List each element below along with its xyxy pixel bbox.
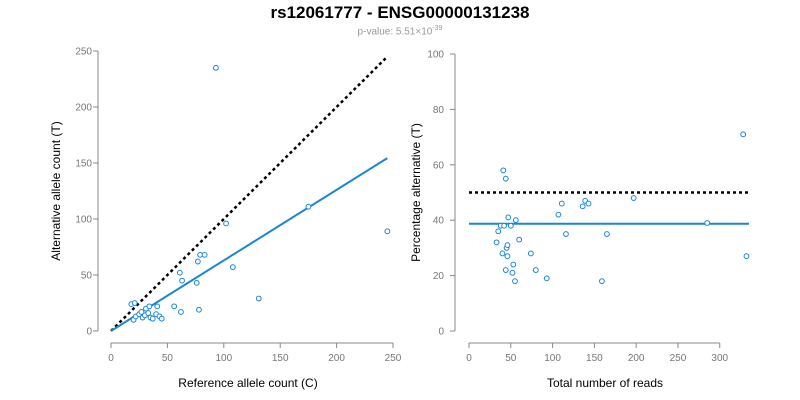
x-tick-label: 100 bbox=[544, 353, 561, 364]
data-point bbox=[499, 250, 506, 257]
x-tick-label: 200 bbox=[328, 353, 345, 364]
data-point bbox=[740, 131, 747, 138]
reference-line bbox=[110, 55, 389, 332]
data-point bbox=[146, 303, 153, 310]
data-point bbox=[504, 242, 511, 249]
data-point bbox=[598, 278, 605, 285]
data-point bbox=[502, 267, 509, 273]
x-tick-label: 200 bbox=[628, 353, 645, 364]
data-point bbox=[532, 267, 539, 273]
data-point bbox=[512, 278, 518, 285]
data-point bbox=[604, 231, 610, 237]
x-axis-title: Total number of reads bbox=[547, 376, 663, 390]
fit-line bbox=[110, 157, 388, 332]
data-point bbox=[255, 295, 262, 302]
data-point bbox=[579, 203, 586, 210]
y-tick-label: 20 bbox=[433, 271, 445, 282]
data-point bbox=[138, 309, 145, 315]
data-point bbox=[495, 228, 502, 235]
data-point bbox=[493, 239, 500, 246]
data-point bbox=[179, 277, 185, 284]
x-tick-label: 300 bbox=[711, 353, 728, 364]
data-point bbox=[176, 269, 183, 276]
data-point bbox=[743, 253, 750, 260]
data-point bbox=[512, 217, 519, 224]
data-point bbox=[516, 236, 523, 243]
data-point bbox=[501, 222, 508, 229]
y-tick-label: 80 bbox=[433, 105, 445, 116]
x-tick-label: 150 bbox=[272, 353, 289, 364]
p-value-text: p-value: 5.51×10 bbox=[357, 26, 433, 38]
y-tick-label: 50 bbox=[81, 271, 93, 282]
x-tick-label: 50 bbox=[505, 353, 517, 364]
data-point bbox=[704, 220, 711, 226]
percentage-panel: 0 50 100 150 200 250 300 0 20 40 60 80 100 Total numb… bbox=[409, 50, 750, 390]
data-point bbox=[384, 228, 391, 235]
data-point bbox=[558, 200, 565, 207]
data-point bbox=[504, 253, 511, 260]
data-point bbox=[194, 258, 201, 265]
data-point bbox=[223, 220, 229, 227]
y-tick-label: 40 bbox=[433, 216, 445, 227]
data-point bbox=[196, 306, 202, 313]
x-tick-label: 100 bbox=[215, 353, 232, 364]
data-point bbox=[502, 175, 509, 182]
x-tick-label: 150 bbox=[586, 353, 603, 364]
data-point bbox=[229, 264, 236, 271]
data-point bbox=[563, 231, 569, 237]
data-point bbox=[527, 250, 534, 257]
data-point bbox=[201, 251, 208, 258]
y-tick-label: 250 bbox=[75, 47, 92, 58]
x-axis-title: Reference allele count (C) bbox=[178, 376, 317, 390]
y-axis-title: Percentage alternative (T) bbox=[409, 123, 423, 262]
data-point bbox=[505, 214, 512, 221]
data-point bbox=[154, 303, 161, 310]
data-point bbox=[171, 303, 178, 310]
data-point bbox=[585, 200, 592, 207]
data-point bbox=[507, 222, 514, 229]
p-value-exponent: -39 bbox=[432, 25, 443, 32]
y-tick-label: 0 bbox=[86, 327, 92, 338]
data-point bbox=[213, 64, 219, 71]
y-tick-label: 150 bbox=[75, 159, 92, 170]
data-point bbox=[178, 309, 184, 315]
x-tick-label: 0 bbox=[108, 353, 114, 364]
x-tick-label: 250 bbox=[385, 353, 402, 364]
x-tick-label: 250 bbox=[670, 353, 687, 364]
x-tick-label: 50 bbox=[162, 353, 174, 364]
data-point bbox=[305, 203, 312, 210]
data-point bbox=[131, 300, 138, 306]
y-tick-label: 200 bbox=[75, 103, 92, 114]
data-point bbox=[193, 279, 200, 286]
x-tick-label: 0 bbox=[466, 353, 472, 364]
y-axis-title: Alternative allele count (T) bbox=[49, 121, 63, 260]
data-point bbox=[543, 275, 550, 282]
y-tick-label: 100 bbox=[75, 215, 92, 226]
data-point bbox=[509, 269, 516, 276]
y-tick-label: 100 bbox=[427, 50, 444, 61]
allele-count-panel: 0 50 100 150 200 250 0 50 100 150 200 250 Reference … bbox=[49, 47, 402, 391]
chart-title: rs12061777 - ENSG00000131238 bbox=[270, 3, 530, 22]
data-point bbox=[149, 315, 156, 322]
y-tick-label: 0 bbox=[438, 327, 444, 338]
data-point bbox=[630, 195, 637, 201]
data-point bbox=[158, 315, 165, 322]
data-point bbox=[145, 310, 152, 316]
data-point bbox=[510, 261, 517, 268]
p-value-subtitle: p-value: 5.51×10-39 bbox=[0, 25, 800, 37]
data-point bbox=[500, 167, 507, 174]
data-point bbox=[555, 211, 562, 218]
y-tick-label: 60 bbox=[433, 160, 445, 171]
